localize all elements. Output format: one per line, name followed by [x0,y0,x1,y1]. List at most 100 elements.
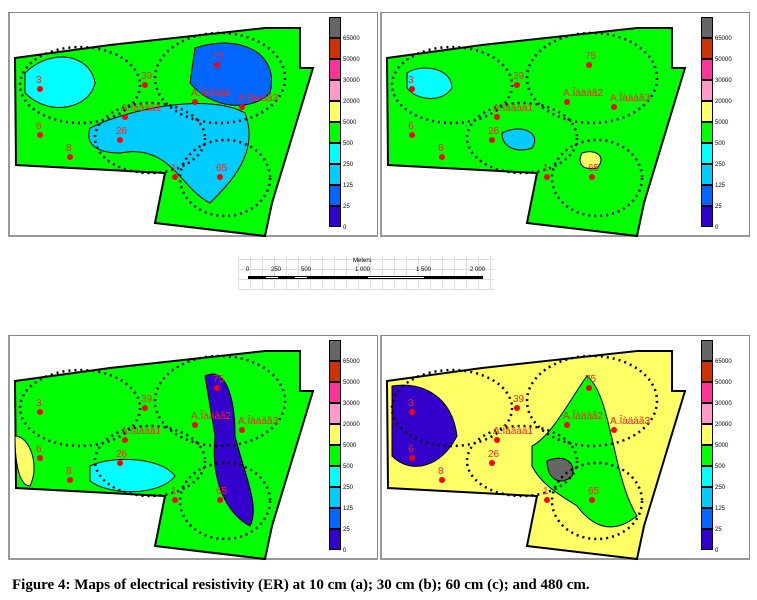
legend-entry: 25 [329,185,369,210]
legend-swatch [329,164,341,185]
resistivity-zone [391,384,458,467]
resistivity-zone [546,457,574,482]
legend-label: 50000 [715,57,732,63]
legend-label: 0 [343,548,347,554]
legend-swatch [701,466,713,487]
zone-ellipse [18,45,142,125]
sample-point [217,174,223,180]
zone-ellipse [178,461,272,541]
sample-label: 26 [488,449,500,460]
scale-segment-white [294,276,308,279]
legend-swatch [701,529,713,550]
zone-ellipse [390,368,514,448]
sample-point [214,385,220,391]
zone-ellipse [465,424,579,498]
legend-label: 30000 [715,78,732,84]
zone-ellipse [525,31,659,125]
legend-swatch [701,164,713,185]
sample-label: 8 [438,466,444,477]
legend-entry: 0 [329,206,369,231]
scale-segment-white [367,276,425,279]
sample-point [586,385,592,391]
sample-point [514,405,520,411]
sample-label: 1 [543,486,549,497]
legend-label: 250 [343,485,354,491]
legend-entry: 50000 [329,38,369,63]
legend-swatch [329,185,341,206]
legend-entry: 30000 [701,59,741,84]
scale-tick: 2 000 [470,267,486,273]
sample-point [142,405,148,411]
legend-entry: 0 [329,529,369,554]
map-panel-a: 3 39 75 6 26 8 1 65 A.Îàäàã1 A.Îàäàã2 A.Îàäàã3 6500… [8,12,378,238]
sample-point [192,422,198,428]
legend-swatch [329,206,341,227]
legend-entry: 500 [701,445,741,470]
sample-label: 3 [36,75,42,86]
legend-entry: 65000 [329,17,369,42]
zone-ellipse [465,101,579,175]
resistivity-zone [204,373,254,527]
resistivity-zone [406,67,453,99]
resistivity-zone [24,56,96,108]
legend-entry: 25 [329,508,369,533]
sample-point [544,174,550,180]
sample-label: A.Îàäàã2 [191,86,231,99]
sample-point [117,460,123,466]
scale-tick: 1 500 [416,267,432,273]
legend-swatch [329,382,341,403]
zone-ellipse [153,31,287,125]
sample-label: 1 [543,163,549,174]
sample-point [611,427,617,433]
legend-label: 65000 [343,36,360,42]
legend-label: 5000 [343,443,357,449]
legend-entry: 20000 [329,80,369,105]
sample-label: A.Îàäàã2 [191,409,231,422]
resistivity-zone [189,42,272,106]
legend-label: 30000 [343,78,360,84]
legend-entry: 20000 [701,403,741,428]
sample-point [409,455,415,461]
legend-label: 500 [715,141,726,147]
legend-swatch [329,445,341,466]
legend-label: 30000 [343,401,360,407]
legend-entry: 20000 [701,80,741,105]
legend-entry: 50000 [701,361,741,386]
legend-swatch [329,38,341,59]
scale-segment-black [248,276,265,279]
legend-entry: 500 [329,445,369,470]
resistivity-map: 3 39 75 6 26 8 1 65 A.Îàäàã1 A.Îàäàã2 A.Îàäàã3 [385,350,687,561]
figure-caption: Figure 4: Maps of electrical resistivity… [12,577,590,593]
resistivity-zone [579,151,602,170]
legend-label: 0 [715,225,719,231]
site-outline [13,350,315,561]
legend-swatch [329,487,341,508]
legend-label: 5000 [715,120,729,126]
legend-entry: 250 [701,466,741,491]
legend-label: 65000 [343,359,360,365]
legend-swatch [701,17,713,38]
sample-label: 39 [141,394,153,405]
legend-swatch [329,466,341,487]
legend-swatch [329,17,341,38]
legend-label: 500 [343,141,354,147]
sample-label: 26 [116,449,128,460]
legend-swatch [701,382,713,403]
legend-entry: 500 [701,122,741,147]
color-legend: 65000 50000 30000 20000 5000 500 250 125 25 0 [701,17,741,231]
sample-point [564,99,570,105]
legend-label: 25 [715,527,722,533]
sample-label: A.Îàäàã2 [563,409,603,422]
legend-entry: 25 [701,508,741,533]
legend-swatch [329,80,341,101]
legend-swatch [701,122,713,143]
scale-tick: 500 [301,267,312,273]
legend-label: 125 [715,183,726,189]
resistivity-map: 3 39 75 6 26 8 1 65 A.Îàäàã1 A.Îàäàã2 A.Îàäàã3 [385,27,687,238]
sample-label: 39 [513,71,525,82]
legend-entry: 125 [329,164,369,189]
legend-label: 500 [343,464,354,470]
legend-label: 0 [343,225,347,231]
legend-entry: 65000 [701,17,741,42]
sample-label: A.Îàäàã3 [238,414,278,427]
